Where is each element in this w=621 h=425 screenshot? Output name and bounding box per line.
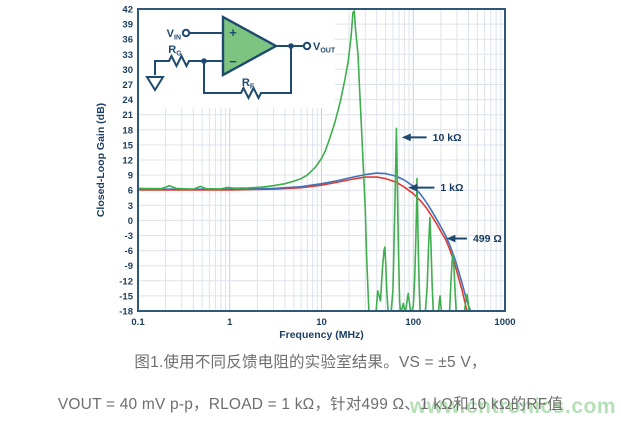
opamp-minus-sign: − [229,54,237,69]
feedback-wire [203,48,292,94]
y-tick-label: -3 [125,231,133,242]
figure-caption-line1: 图1.使用不同反馈电阻的实验室结果。VS = ±5 V， [134,354,487,371]
ground-symbol-icon [145,76,165,92]
y-tick-label: 42 [122,5,133,16]
vout-label: VOUT [313,41,336,55]
annotation-label: 499 Ω [473,233,502,245]
annotation-label: 10 kΩ [433,132,462,144]
figure-caption-line2: VOUT = 40 mV p-p，RLOAD = 1 kΩ，针对499 Ω、1 … [57,396,564,413]
x-tick-label: 1 [227,317,233,328]
annotation-label: 1 kΩ [440,182,463,194]
y-tick-label: -18 [119,307,133,318]
y-tick-label: 0 [128,216,133,227]
curve-annotations: 10 kΩ 1 kΩ 499 Ω [401,132,502,245]
rf-resistor [238,85,264,101]
y-tick-label: 9 [128,171,133,182]
y-tick-label: 27 [122,80,133,91]
curve-1-kΩ [138,172,472,311]
rf-label: RF [242,77,255,91]
annotation-arrowhead-icon [446,234,456,243]
y-tick-label: 3 [128,201,133,212]
y-tick-label: 30 [122,65,133,76]
vout-terminal [302,41,312,51]
opamp-triangle [221,14,279,78]
opamp-circuit-diagram: + − VIN VOUT RG RF [139,10,336,108]
plot-frame [137,8,506,312]
y-tick-label: 12 [122,156,133,167]
x-tick-label: 0.1 [131,317,145,328]
rg-resistor [166,53,192,69]
y-tick-label: 33 [122,50,133,61]
annotation-arrowhead-icon [408,183,418,192]
site-watermark: www.cntronics.com [409,395,616,418]
ground-wire [154,60,166,75]
x-axis-title: Frequency (MHz) [279,329,364,341]
plot-curves [138,10,472,311]
y-tick-label: 18 [122,125,133,136]
vin-label: VIN [167,28,181,42]
feedback-junction-dot [201,58,207,64]
y-tick-label: 36 [122,35,133,46]
output-junction-dot [288,43,294,49]
x-tick-label: 1000 [494,317,515,328]
y-tick-label: 6 [128,186,133,197]
y-tick-label: -6 [125,246,133,257]
y-tick-label: -9 [125,261,133,272]
x-tick-label: 100 [405,317,421,328]
rg-label: RG [168,44,182,58]
y-tick-label: -12 [119,276,133,287]
y-axis-title: Closed-Loop Gain (dB) [95,103,107,217]
curve-10-kΩ [138,10,470,311]
plot-border [137,8,506,312]
vin-terminal [181,28,191,38]
y-tick-label: 21 [122,110,133,121]
opamp-plus-sign: + [229,25,237,40]
y-tick-label: -15 [119,291,133,302]
y-tick-label: 39 [122,20,133,31]
annotation-arrowhead-icon [401,133,411,142]
y-tick-label: 24 [122,95,133,106]
x-tick-label: 10 [316,317,327,328]
axis-labels: -18-15-12-9-6-30369121518212427303336394… [95,5,516,342]
y-tick-label: 15 [122,140,133,151]
